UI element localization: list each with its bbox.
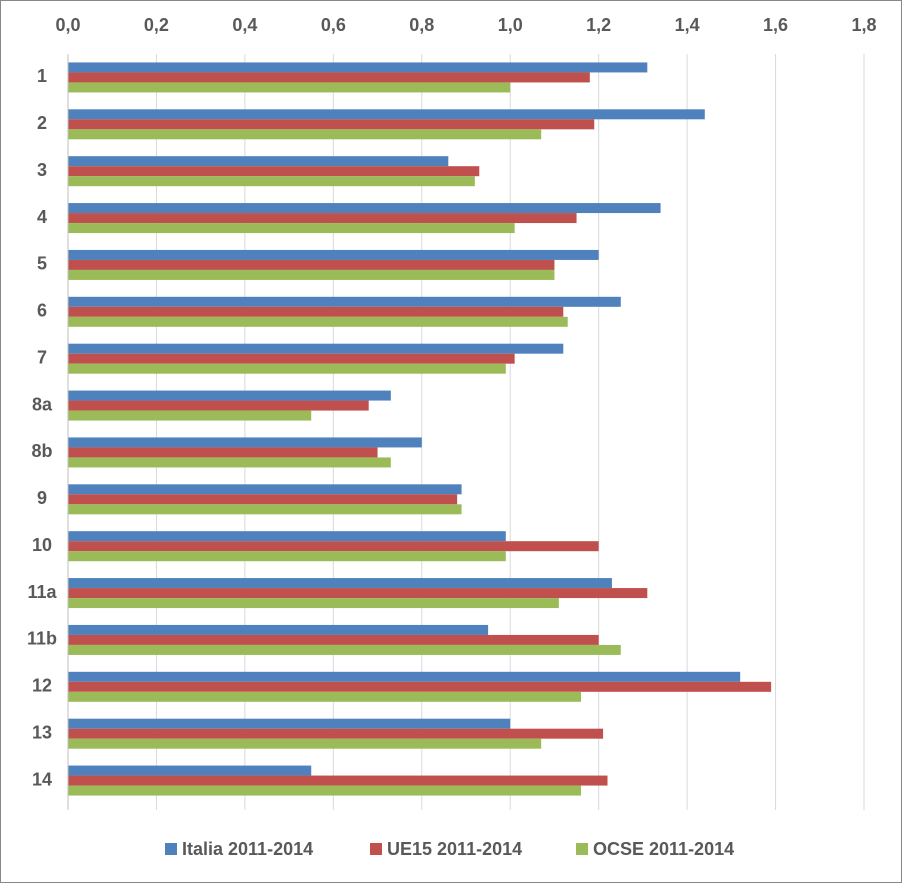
bar [68, 484, 462, 495]
bar [68, 457, 391, 468]
bar [68, 681, 772, 692]
bar [68, 296, 621, 307]
bar [68, 259, 555, 270]
bar [68, 410, 312, 421]
bar [68, 738, 542, 749]
bar [68, 353, 515, 364]
bar [68, 634, 599, 645]
bar [68, 62, 648, 73]
bar [68, 306, 564, 317]
y-tick-label: 12 [32, 676, 52, 696]
y-tick-label: 13 [32, 722, 52, 742]
x-tick-label: 1,8 [851, 15, 876, 35]
bar [68, 129, 542, 140]
bar [68, 765, 312, 776]
bar [68, 578, 612, 589]
bar [68, 400, 369, 411]
bar [68, 390, 391, 401]
legend-label: Italia 2011-2014 [182, 839, 313, 859]
bar [68, 775, 608, 786]
x-tick-label: 0,8 [409, 15, 434, 35]
legend-swatch [576, 843, 588, 855]
x-tick-label: 1,0 [498, 15, 523, 35]
y-tick-label: 10 [32, 535, 52, 555]
bar [68, 531, 506, 542]
bar [68, 72, 590, 83]
bar [68, 671, 741, 682]
y-tick-label: 14 [32, 769, 52, 789]
x-tick-label: 0,2 [144, 15, 169, 35]
bar [68, 624, 489, 635]
x-tick-label: 1,6 [763, 15, 788, 35]
y-tick-label: 9 [37, 488, 47, 508]
bar [68, 363, 506, 374]
bar [68, 437, 422, 448]
bar [68, 728, 604, 739]
bar [68, 551, 506, 562]
bar [68, 249, 599, 260]
bar [68, 166, 480, 177]
y-tick-label: 8b [31, 441, 52, 461]
bar [68, 494, 458, 505]
bar [68, 598, 559, 609]
y-tick-label: 2 [37, 113, 47, 133]
bar [68, 691, 581, 702]
bar [68, 203, 661, 214]
bar [68, 718, 511, 729]
x-tick-label: 0,6 [321, 15, 346, 35]
bar [68, 447, 378, 458]
bar [68, 316, 568, 327]
bar [68, 176, 475, 187]
y-tick-label: 5 [37, 254, 47, 274]
legend-swatch [165, 843, 177, 855]
legend-label: OCSE 2011-2014 [593, 839, 734, 859]
y-tick-label: 8a [32, 394, 53, 414]
x-tick-label: 1,4 [675, 15, 700, 35]
y-tick-label: 6 [37, 301, 47, 321]
y-tick-label: 4 [37, 207, 47, 227]
y-tick-label: 11b [27, 629, 57, 649]
bar [68, 504, 462, 515]
bar [68, 644, 621, 655]
x-tick-label: 1,2 [586, 15, 611, 35]
bar [68, 588, 648, 599]
legend-swatch [370, 843, 382, 855]
bar [68, 213, 577, 224]
bar [68, 269, 555, 280]
bar [68, 343, 564, 354]
x-tick-label: 0,4 [232, 15, 257, 35]
bar [68, 785, 581, 796]
y-tick-label: 1 [37, 66, 47, 86]
bar [68, 119, 595, 130]
bar [68, 541, 599, 552]
bar [68, 82, 511, 93]
y-tick-label: 11a [27, 582, 57, 602]
bar [68, 156, 449, 167]
y-tick-label: 7 [37, 347, 47, 367]
x-tick-label: 0,0 [55, 15, 80, 35]
bar [68, 223, 515, 234]
y-tick-label: 3 [37, 160, 47, 180]
legend-label: UE15 2011-2014 [387, 839, 522, 859]
bar [68, 109, 705, 120]
